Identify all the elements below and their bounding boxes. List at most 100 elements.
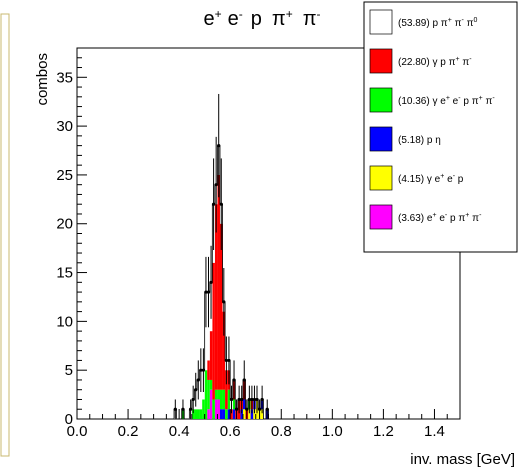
bar-segment [191,409,195,419]
bar-segment [222,311,226,390]
data-point [234,407,239,411]
legend-label: (5.18) p η [398,135,441,146]
bar-segment [214,389,218,400]
data-point [196,378,200,382]
data-point [247,397,251,402]
legend-swatch [369,9,393,35]
data-point [242,378,246,382]
legend-label: (53.89) p π+ π- π0 [398,17,478,29]
data-point [199,368,203,372]
bar-segment [227,409,231,419]
data-point [227,358,231,363]
y-tick-label: 10 [56,313,73,330]
bar-segment [204,292,208,371]
y-tick-label: 0 [65,411,73,428]
bar-segment [217,399,220,419]
x-tick-label: 0.6 [220,423,241,440]
bar-segment [260,409,264,419]
bar-segment [214,399,218,419]
data-point [189,407,193,411]
legend-swatch [369,126,393,152]
bar-segment [242,409,246,419]
data-point [173,407,177,411]
data-point [250,397,254,402]
bar-segment [242,399,246,410]
y-tick-label: 25 [56,167,73,184]
data-point [252,397,257,402]
data-point [201,368,205,372]
data-point [257,407,262,411]
data-point [222,300,226,304]
legend-label: (4.15) γ e+ e- p [398,173,464,185]
x-tick-label: 1.4 [424,423,445,440]
data-point [219,202,223,206]
x-tick-label: 1.0 [322,423,343,440]
legend-swatch [369,165,393,191]
bar-segment [219,409,223,419]
legend: (53.89) p π+ π- π0 (22.80) γ p π+ π- (10.3… [363,1,518,253]
bar-segment [248,409,251,419]
bar-segment [232,399,236,410]
y-tick-label: 5 [65,362,73,379]
data-point [181,407,185,411]
bar-segment [222,409,226,419]
data-point [204,290,208,294]
bar-segment [209,389,213,419]
legend-label: (22.80) γ p π+ π- [398,56,472,68]
data-point [232,378,236,382]
bar-segment [204,370,208,419]
bar-segment [212,399,215,419]
data-point [217,144,221,148]
bar-segment [212,262,215,400]
x-tick-label: 0.2 [118,423,139,440]
legend-label: (10.36) γ e+ e- p π+ π- [398,95,495,107]
bar-segment [209,331,213,380]
legend-label: (3.63) e+ e- p π+ π- [398,212,482,224]
bar-segment [207,360,210,380]
bar-segment [250,409,254,419]
data-point [194,388,198,392]
y-tick-label: 35 [56,69,73,86]
data-point [191,397,195,402]
bar-segment [222,389,226,410]
data-point [206,290,211,294]
bar-segment [194,409,198,419]
data-point [224,358,228,363]
data-point [229,397,234,402]
data-point [237,397,241,402]
bar-segment [240,409,243,419]
bar-segment [207,379,210,410]
legend-swatch [369,48,393,74]
bar-segment [219,389,223,410]
data-point [245,407,249,411]
x-tick-label: 0.4 [169,423,190,440]
legend-swatch [369,87,393,113]
bar-segment [202,399,205,419]
bar-segment [219,223,223,390]
data-point [240,397,244,402]
data-point [260,397,264,402]
x-tick-label: 1.2 [373,423,394,440]
bar-segment [199,409,203,419]
y-axis-title: combos [34,53,51,106]
x-axis-title: inv. mass [GeV] [410,451,515,468]
chart-title: e+ e-p π+ π- [203,7,320,30]
legend-swatch [369,204,393,230]
y-tick-label: 20 [56,216,73,233]
data-point [209,280,213,284]
bar-segment [230,409,233,419]
bar-segment [225,409,228,419]
plot-area: 0.0 0.2 0.4 0.6 0.8 1.0 1.2 1.4 0 5 10 15 20 25 30 35 [56,47,461,440]
x-tick-label: 0.0 [67,423,88,440]
data-point [255,397,259,402]
x-tick-label: 0.8 [271,423,292,440]
bar-segment [225,370,228,410]
bar-segment [227,389,231,410]
bar-segment [217,174,220,390]
bar-segment [253,409,256,419]
data-point [214,183,218,187]
y-tick-label: 30 [56,118,73,135]
bar-segment [197,409,200,419]
